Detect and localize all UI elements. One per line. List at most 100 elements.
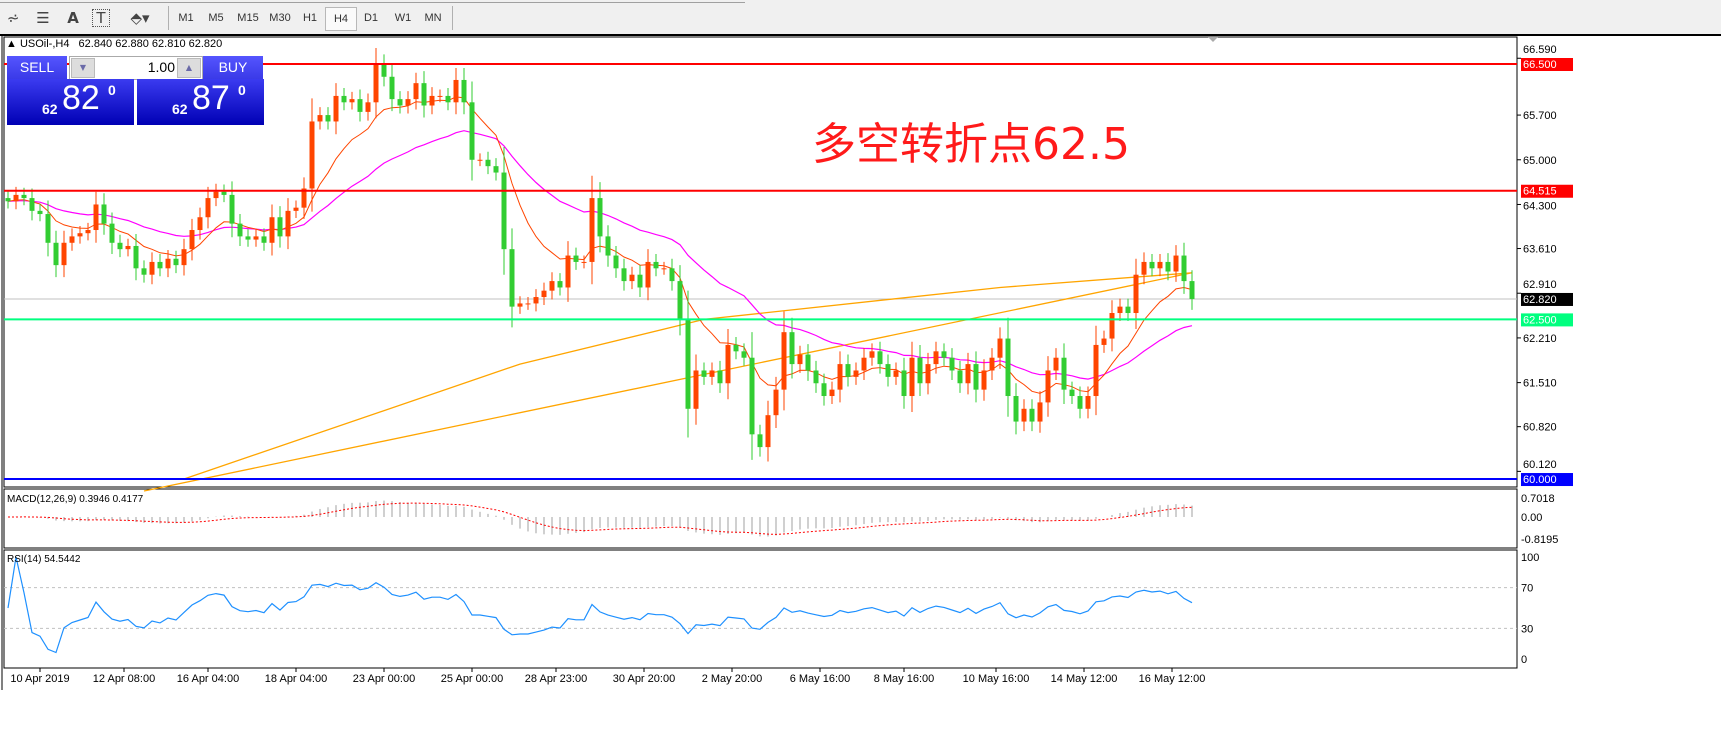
candle-body — [509, 249, 515, 307]
price-tick-label: 60.120 — [1523, 459, 1557, 471]
timeframe-m15[interactable]: M15 — [237, 12, 259, 24]
text-icon[interactable]: A — [67, 9, 79, 27]
candle-body — [181, 249, 187, 266]
timeframe-h1[interactable]: H1 — [302, 12, 318, 24]
candle-body — [725, 344, 731, 384]
candle-body — [637, 274, 643, 288]
candle-body — [173, 258, 179, 266]
buy-price-main: 87 — [192, 79, 230, 117]
candle-body — [1093, 344, 1099, 397]
candle-body — [581, 261, 587, 263]
time-label: 28 Apr 23:00 — [525, 673, 587, 685]
timeframe-h4[interactable]: H4 — [325, 7, 357, 31]
macd-signal-line — [8, 502, 1193, 535]
macd-panel-frame — [3, 488, 1518, 549]
candle-body — [997, 338, 1003, 358]
candle-body — [149, 261, 155, 275]
candle-body — [269, 217, 275, 243]
sell-button[interactable]: SELL — [7, 56, 67, 79]
candle-body — [797, 354, 803, 365]
toolbar-separator — [452, 6, 453, 30]
candle-body — [413, 83, 419, 100]
arrows-icon[interactable]: ⬘▾ — [130, 9, 150, 27]
candle-body — [325, 115, 331, 122]
rsi-line — [7, 556, 1193, 654]
lot-decrease-button[interactable]: ▼ — [71, 58, 95, 78]
candle-body — [573, 255, 579, 262]
candle-body — [285, 210, 291, 237]
candle-body — [853, 370, 859, 377]
candle-body — [525, 303, 531, 305]
lot-increase-button[interactable]: ▲ — [177, 58, 201, 78]
bid-price-label-bg — [1521, 292, 1573, 306]
elliott-wave-icon[interactable]: ⩫ — [6, 9, 20, 27]
candle-body — [373, 64, 379, 103]
macd-label: MACD(12,26,9) 0.3946 0.4177 — [7, 494, 144, 505]
candle-body — [381, 64, 387, 77]
candle-body — [333, 95, 339, 122]
level-label-60.000: 60.000 — [1523, 474, 1557, 486]
candle-body — [709, 370, 715, 377]
rsi-tick-label: 70 — [1521, 583, 1533, 595]
candle-body — [157, 261, 163, 269]
buy-price-prefix: 62 — [172, 101, 188, 117]
buy-button[interactable]: BUY — [203, 56, 263, 79]
price-tick-label: 65.700 — [1523, 110, 1557, 122]
candle-body — [613, 255, 619, 269]
candle-body — [949, 357, 955, 371]
candle-body — [1045, 370, 1051, 403]
collapse-triangle-icon[interactable]: ▲ — [6, 38, 17, 50]
candle-body — [53, 242, 59, 266]
time-label: 30 Apr 20:00 — [613, 673, 675, 685]
candle-body — [389, 76, 395, 100]
text-label-icon[interactable]: T — [92, 9, 110, 27]
candle-body — [1189, 281, 1195, 299]
macd-tick-label: 0.7018 — [1521, 493, 1555, 505]
candle-body — [837, 364, 843, 390]
candle-body — [1061, 357, 1067, 390]
candle-body — [909, 357, 915, 397]
symbol-label: USOil-,H4 — [19, 38, 70, 50]
rsi-tick-label: 0 — [1521, 654, 1527, 666]
level-label-62.500-bg — [1521, 313, 1573, 327]
candle-body — [677, 281, 683, 320]
candle-body — [973, 364, 979, 390]
candle-body — [805, 354, 811, 371]
candle-body — [1037, 402, 1043, 422]
candle-body — [405, 99, 411, 106]
candle-body — [517, 303, 523, 307]
timeframe-mn[interactable]: MN — [424, 12, 442, 24]
candle-body — [693, 370, 699, 409]
timeframe-m5[interactable]: M5 — [208, 12, 224, 24]
lot-size-stepper: ▼ ▲ — [69, 56, 203, 80]
candle-body — [125, 245, 131, 250]
candle-body — [917, 357, 923, 384]
macd-tick-label: -0.8195 — [1521, 534, 1558, 546]
timeframe-m30[interactable]: M30 — [269, 12, 291, 24]
timeframe-w1[interactable]: W1 — [394, 12, 412, 24]
candle-body — [1077, 396, 1083, 409]
buy-price-button[interactable]: 62 87 0 — [137, 79, 264, 125]
candle-body — [277, 217, 283, 237]
candle-body — [429, 95, 435, 106]
candle-body — [357, 99, 363, 112]
sell-price-button[interactable]: 62 82 0 — [7, 79, 134, 125]
one-click-trading-panel: SELL ▼ ▲ BUY 62 82 0 62 87 0 — [7, 56, 264, 126]
candle-body — [925, 364, 931, 384]
candle-body — [397, 99, 403, 106]
candle-body — [733, 344, 739, 352]
timeframe-m1[interactable]: M1 — [178, 12, 194, 24]
candle-body — [29, 198, 35, 211]
candle-body — [13, 194, 19, 202]
time-label: 16 Apr 04:00 — [177, 673, 239, 685]
lot-size-input[interactable] — [95, 58, 175, 76]
candle-body — [877, 351, 883, 365]
fibonacci-icon[interactable]: ☰ — [36, 9, 50, 27]
price-tick-label: 62.210 — [1523, 333, 1557, 345]
bid-price-label: 62.820 — [1523, 294, 1557, 306]
candle-body — [1053, 357, 1059, 371]
candle-body — [765, 415, 771, 448]
timeframe-d1[interactable]: D1 — [363, 12, 379, 24]
chart-annotation: 多空转折点62.5 — [812, 119, 1130, 170]
candle-body — [253, 236, 259, 240]
